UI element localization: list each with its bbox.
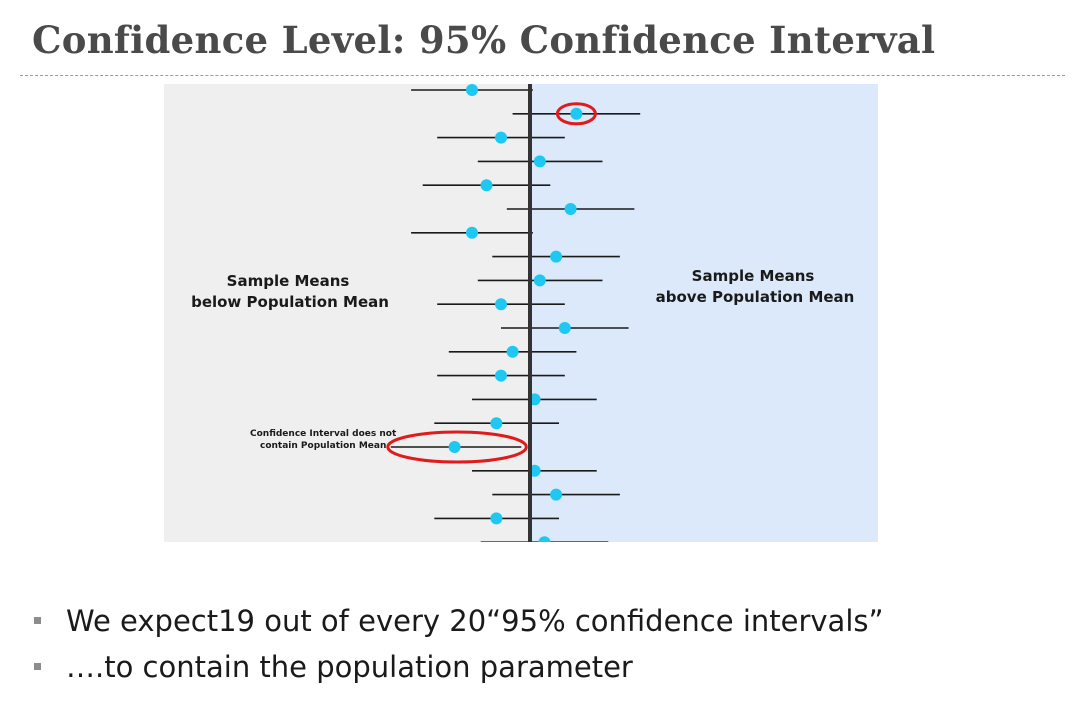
sample-mean-dot <box>466 84 478 96</box>
bullet-list: We expect19 out of every 20“95% confiden… <box>34 598 884 690</box>
bullet-item: ….to contain the population parameter <box>34 644 884 690</box>
bullet-item: We expect19 out of every 20“95% confiden… <box>34 598 884 644</box>
highlight-ellipse <box>555 102 597 126</box>
sample-mean-dot <box>506 345 519 358</box>
below-mean-label-line-2: below Population Mean <box>191 293 389 311</box>
sample-mean-dot <box>495 298 507 311</box>
title-divider <box>20 75 1065 76</box>
callout-label-line-2: contain Population Mean <box>260 441 386 451</box>
above-mean-label-line-2: above Population Mean <box>656 288 855 306</box>
bullet-text: ….to contain the population parameter <box>66 650 633 684</box>
sample-mean-dot <box>495 369 507 382</box>
square-bullet-icon <box>34 663 41 670</box>
sample-mean-dot <box>490 417 503 430</box>
highlight-ellipse <box>386 430 528 464</box>
callout-label-line-1: Confidence Interval does not <box>250 429 397 439</box>
sample-mean-dot <box>550 488 563 501</box>
bullet-text: We expect19 out of every 20“95% confiden… <box>66 604 884 638</box>
sample-mean-dot <box>480 179 493 192</box>
sample-mean-dot <box>533 274 546 287</box>
sample-mean-dot <box>533 155 546 168</box>
sample-mean-dot <box>564 203 577 215</box>
sample-mean-dot <box>558 322 571 334</box>
sample-mean-dot <box>448 441 461 453</box>
sample-mean-dot <box>495 131 507 144</box>
sample-mean-dot <box>466 226 478 239</box>
sample-mean-dot <box>550 250 563 263</box>
confidence-interval-figure: Sample Means below Population Mean Sampl… <box>164 84 878 542</box>
below-mean-region <box>164 84 530 542</box>
sample-mean-dot <box>490 512 503 525</box>
above-mean-region <box>530 84 878 542</box>
above-mean-label-line-1: Sample Means <box>692 267 815 285</box>
highlight-group <box>386 102 597 464</box>
slide-title: Confidence Level: 95% Confidence Interva… <box>32 18 936 62</box>
sample-mean-dot <box>538 536 551 542</box>
below-mean-label-line-1: Sample Means <box>227 272 350 290</box>
sample-mean-dot <box>570 107 583 120</box>
square-bullet-icon <box>34 617 41 624</box>
